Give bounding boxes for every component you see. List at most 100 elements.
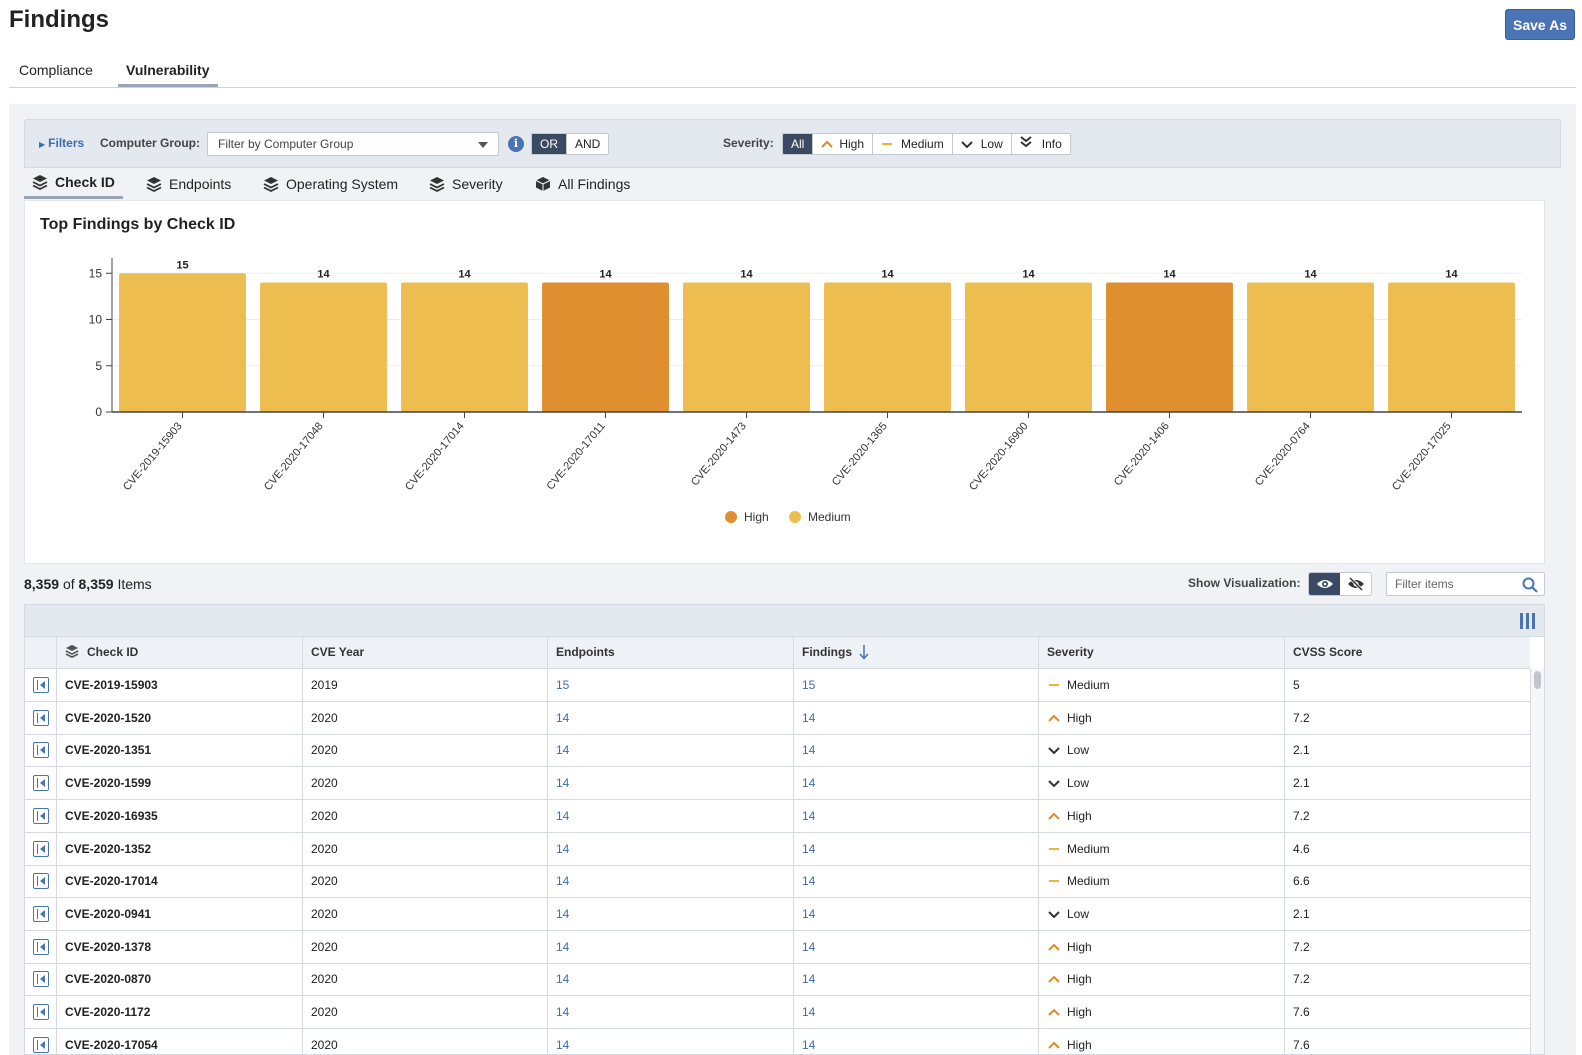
table-row[interactable]: CVE-2020-1352 2020 14 14 Medium 4.6 [25, 832, 1530, 866]
expand-row-icon[interactable] [33, 1004, 49, 1020]
cell-severity-label: High [1067, 710, 1092, 725]
cell-endpoints-link[interactable]: 14 [547, 767, 793, 800]
expand-row-icon[interactable] [33, 873, 49, 890]
logic-and-button[interactable]: AND [575, 137, 601, 151]
severity-low-button[interactable]: Low [953, 134, 1012, 154]
expand-row-icon[interactable] [33, 905, 49, 922]
expand-row-icon[interactable] [33, 971, 49, 988]
cell-endpoints-link[interactable]: 14 [547, 865, 793, 898]
cell-findings-link[interactable]: 14 [793, 865, 1038, 898]
cell-endpoints-link[interactable]: 14 [547, 930, 793, 963]
subtab-endpoints[interactable]: Endpoints [138, 168, 239, 199]
expand-row-icon[interactable] [33, 709, 49, 726]
cell-findings-link[interactable]: 14 [793, 930, 1038, 963]
show-visualization-button[interactable] [1309, 573, 1340, 595]
cell-endpoints-link[interactable]: 15 [547, 669, 793, 701]
column-header-findings[interactable]: Findings [793, 637, 1038, 669]
bar[interactable] [542, 282, 669, 413]
table-row[interactable]: CVE-2020-16935 2020 14 14 High 7.2 [25, 799, 1530, 833]
cell-endpoints-link[interactable]: 14 [547, 963, 793, 996]
layers-icon [429, 176, 445, 192]
table-scrollbar[interactable] [1530, 669, 1544, 1054]
column-header-cvss-score[interactable]: CVSS Score [1284, 637, 1530, 669]
bar[interactable] [260, 282, 387, 413]
save-as-button[interactable]: Save As [1505, 9, 1575, 40]
bar[interactable] [1106, 282, 1233, 413]
filter-items-input[interactable] [1386, 572, 1545, 596]
logic-or-button[interactable]: OR [532, 134, 567, 154]
bar[interactable] [683, 282, 810, 413]
column-header-severity[interactable]: Severity [1038, 637, 1284, 669]
cell-findings-link[interactable]: 14 [793, 963, 1038, 996]
cell-severity-label: Medium [1067, 874, 1110, 889]
column-header-endpoints[interactable]: Endpoints [547, 637, 793, 669]
cell-severity-label: Low [1067, 743, 1090, 758]
cell-endpoints-link[interactable]: 14 [547, 897, 793, 930]
cell-cve-year: 2020 [302, 930, 547, 963]
hide-visualization-button[interactable] [1340, 573, 1371, 595]
info-icon[interactable]: i [508, 136, 524, 152]
table-row[interactable]: CVE-2020-1351 2020 14 14 Low 2.1 [25, 734, 1530, 768]
legend-entry: Medium [808, 510, 851, 524]
cell-endpoints-link[interactable]: 14 [547, 799, 793, 832]
severity-high-button[interactable]: High [813, 134, 874, 154]
severity-all-button[interactable]: All [783, 134, 814, 154]
layers-icon [263, 176, 279, 192]
cell-severity-label: Low [1067, 906, 1090, 921]
columns-icon[interactable] [1520, 613, 1536, 629]
filters-toggle[interactable]: ▶ Filters [39, 136, 84, 150]
expand-row-icon[interactable] [33, 840, 49, 857]
subtab-operating-system[interactable]: Operating System [255, 168, 406, 199]
bar[interactable] [1388, 282, 1515, 413]
bar[interactable] [824, 282, 951, 413]
table-row[interactable]: CVE-2020-17014 2020 14 14 Medium 6.6 [25, 865, 1530, 899]
cell-findings-link[interactable]: 14 [793, 832, 1038, 865]
table-row[interactable]: CVE-2020-1520 2020 14 14 High 7.2 [25, 701, 1530, 735]
cell-findings-link[interactable]: 15 [793, 669, 1038, 701]
table-row[interactable]: CVE-2020-17054 2020 14 14 High 7.6 [25, 1028, 1530, 1054]
cell-findings-link[interactable]: 14 [793, 701, 1038, 734]
data-label: 14 [1163, 269, 1176, 281]
table-row[interactable]: CVE-2020-1378 2020 14 14 High 7.2 [25, 930, 1530, 964]
computer-group-select[interactable]: Filter by Computer Group [207, 132, 499, 156]
table-row[interactable]: CVE-2020-1172 2020 14 14 High 7.6 [25, 996, 1530, 1029]
tab-vulnerability[interactable]: Vulnerability [118, 56, 218, 87]
table-row[interactable]: CVE-2020-1599 2020 14 14 Low 2.1 [25, 767, 1530, 801]
bar[interactable] [1247, 282, 1374, 413]
cell-endpoints-link[interactable]: 14 [547, 701, 793, 734]
tab-compliance[interactable]: Compliance [19, 62, 93, 78]
cell-findings-link[interactable]: 14 [793, 1028, 1038, 1054]
severity-info-button[interactable]: Info [1012, 134, 1070, 154]
table-row[interactable]: CVE-2020-0941 2020 14 14 Low 2.1 [25, 897, 1530, 931]
column-header-check-id[interactable]: Check ID [56, 637, 302, 669]
cell-severity-label: Low [1067, 776, 1090, 791]
bar[interactable] [119, 273, 246, 412]
expand-row-icon[interactable] [33, 775, 49, 792]
expand-row-icon[interactable] [33, 742, 49, 759]
expand-row-icon[interactable] [33, 807, 49, 824]
cell-findings-link[interactable]: 14 [793, 734, 1038, 767]
cell-findings-link[interactable]: 14 [793, 996, 1038, 1028]
table-row[interactable]: CVE-2020-0870 2020 14 14 High 7.2 [25, 963, 1530, 997]
cell-endpoints-link[interactable]: 14 [547, 734, 793, 767]
bar[interactable] [965, 282, 1092, 413]
cell-endpoints-link[interactable]: 14 [547, 1028, 793, 1054]
cell-findings-link[interactable]: 14 [793, 767, 1038, 800]
subtab-check-id[interactable]: Check ID [24, 168, 123, 199]
cell-findings-link[interactable]: 14 [793, 799, 1038, 832]
bar[interactable] [401, 282, 528, 413]
subtab-severity[interactable]: Severity [421, 168, 511, 199]
cell-cve-year: 2020 [302, 996, 547, 1028]
search-icon[interactable] [1522, 577, 1538, 593]
table-row[interactable]: CVE-2019-15903 2019 15 15 Medium 5 [25, 669, 1530, 702]
expand-row-icon[interactable] [33, 1036, 49, 1053]
column-header-cve-year[interactable]: CVE Year [302, 637, 547, 669]
cell-endpoints-link[interactable]: 14 [547, 832, 793, 865]
expand-row-icon[interactable] [33, 938, 49, 955]
expand-row-icon[interactable] [33, 677, 49, 693]
cell-endpoints-link[interactable]: 14 [547, 996, 793, 1028]
subtab-all-findings[interactable]: All Findings [527, 168, 638, 199]
severity-medium-button[interactable]: Medium [873, 134, 953, 154]
cell-findings-link[interactable]: 14 [793, 897, 1038, 930]
scrollbar-thumb[interactable] [1534, 671, 1541, 689]
